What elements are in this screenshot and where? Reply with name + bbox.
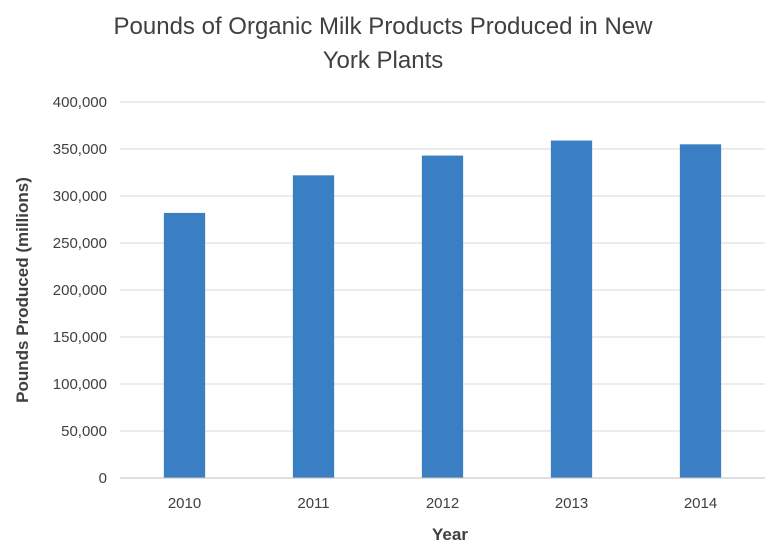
y-tick-label: 150,000	[53, 329, 107, 346]
y-tick-label: 400,000	[53, 94, 107, 111]
y-axis-title: Pounds Produced (millions)	[13, 177, 32, 403]
y-tick-label: 50,000	[61, 423, 107, 440]
y-tick-label: 350,000	[53, 141, 107, 158]
x-tick-label-2014: 2014	[684, 495, 717, 512]
y-tick-label: 250,000	[53, 235, 107, 252]
y-tick-label: 300,000	[53, 188, 107, 205]
y-tick-label: 100,000	[53, 376, 107, 393]
bar-2013	[550, 140, 593, 479]
x-axis-ticks: 2010 2011 2012 2013 2014	[168, 495, 717, 512]
x-axis-title: Year	[432, 525, 468, 544]
bar-2010	[163, 212, 206, 479]
y-tick-label: 0	[99, 470, 107, 487]
y-tick-label: 200,000	[53, 282, 107, 299]
x-tick-label-2012: 2012	[426, 495, 459, 512]
x-tick-label-2011: 2011	[297, 495, 329, 512]
bar-2012	[421, 155, 464, 478]
bars	[163, 140, 722, 479]
bar-2011	[292, 175, 335, 478]
chart-title-line-2: York Plants	[323, 47, 444, 74]
x-tick-label-2013: 2013	[555, 495, 588, 512]
chart-title-line-1: Pounds of Organic Milk Products Produced…	[114, 13, 654, 40]
y-axis-ticks: 0 50,000 100,000 150,000 200,000 250,000 300,0…	[53, 94, 107, 487]
bar-2014	[679, 144, 722, 479]
x-tick-label-2010: 2010	[168, 495, 201, 512]
